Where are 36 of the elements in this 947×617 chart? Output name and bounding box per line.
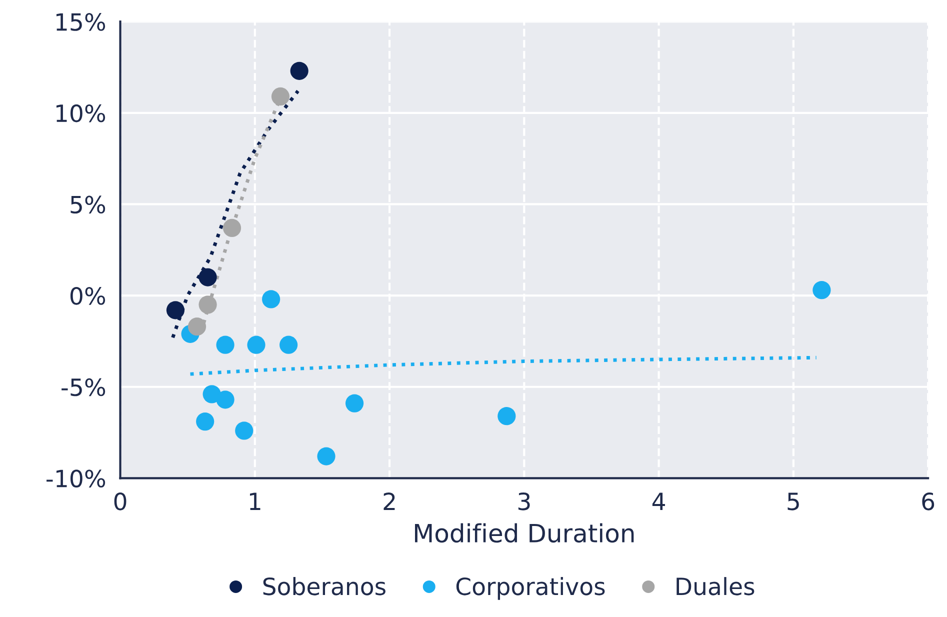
point — [247, 336, 266, 354]
point — [222, 218, 242, 238]
point — [198, 268, 217, 286]
point — [166, 301, 185, 320]
point — [317, 447, 336, 466]
x-tick-label: 6 — [922, 492, 934, 510]
line-series — [188, 356, 818, 376]
point — [280, 336, 298, 354]
point — [216, 336, 234, 354]
point — [198, 296, 217, 314]
y-tick-label: 5% — [70, 196, 106, 214]
point — [235, 422, 254, 440]
x-tick-label: 0 — [114, 492, 126, 510]
point — [345, 394, 364, 412]
y-tick-label: 10% — [56, 104, 106, 122]
x-tick-label: 5 — [788, 492, 799, 510]
y-tick-label: 15% — [56, 13, 106, 31]
legend-label: Soberanos — [263, 577, 386, 596]
legend-label: Duales — [676, 577, 754, 596]
x-tick-label: 4 — [652, 492, 665, 510]
y-tick-label: 0% — [70, 286, 106, 305]
point — [812, 281, 831, 300]
point — [262, 290, 280, 308]
point — [216, 390, 234, 409]
y-tick-label: -5% — [62, 378, 106, 396]
x-tick-label: 2 — [384, 492, 395, 510]
point — [188, 318, 206, 336]
legend-label: Corporativos — [456, 577, 605, 600]
point — [498, 407, 516, 426]
x-axis-title: Modified Duration — [415, 523, 634, 543]
point — [271, 87, 290, 106]
point — [290, 62, 308, 80]
y-tick-label: -10% — [46, 470, 106, 488]
x-tick-label: 3 — [518, 492, 530, 510]
x-tick-label: 1 — [250, 492, 260, 510]
point — [196, 412, 214, 431]
